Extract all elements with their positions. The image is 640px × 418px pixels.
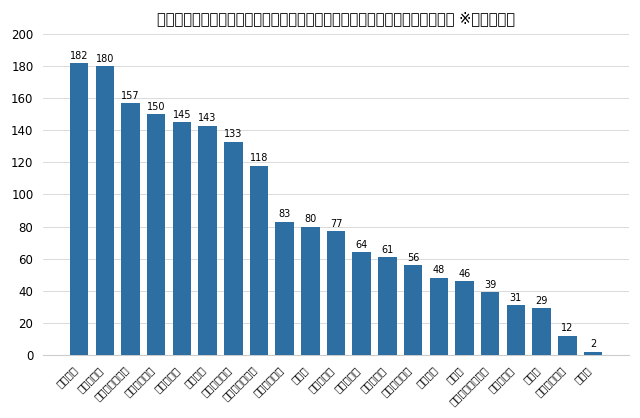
Bar [532,308,551,355]
Text: 182: 182 [70,51,88,61]
Text: 150: 150 [147,102,165,112]
Text: 64: 64 [356,240,368,250]
Text: 46: 46 [458,269,470,279]
Bar [147,115,165,355]
Bar [198,125,217,355]
Text: 77: 77 [330,219,342,229]
Title: 自分が頑張っている時に、（上司から）どんな言葉を掛けてほしいですか？ ※複数選択可: 自分が頑張っている時に、（上司から）どんな言葉を掛けてほしいですか？ ※複数選択… [157,11,515,26]
Text: 83: 83 [278,209,291,219]
Bar [173,122,191,355]
Text: 118: 118 [250,153,268,163]
Bar [70,63,88,355]
Text: 56: 56 [407,252,419,263]
Text: 133: 133 [224,129,243,139]
Text: 31: 31 [510,293,522,303]
Bar [404,265,422,355]
Bar [224,142,243,355]
Text: 48: 48 [433,265,445,275]
Bar [455,281,474,355]
Text: 29: 29 [536,296,548,306]
Bar [275,222,294,355]
Bar [584,352,602,355]
Text: 145: 145 [173,110,191,120]
Bar [429,278,448,355]
Bar [250,166,268,355]
Text: 157: 157 [121,91,140,101]
Text: 2: 2 [590,339,596,349]
Bar [121,103,140,355]
Bar [558,336,577,355]
Bar [95,66,114,355]
Text: 39: 39 [484,280,497,290]
Text: 61: 61 [381,245,394,255]
Bar [378,257,397,355]
Bar [353,252,371,355]
Text: 12: 12 [561,323,573,333]
Bar [327,231,346,355]
Bar [301,227,319,355]
Bar [507,305,525,355]
Text: 143: 143 [198,113,217,123]
Text: 180: 180 [95,54,114,64]
Bar [481,292,499,355]
Text: 80: 80 [304,214,316,224]
